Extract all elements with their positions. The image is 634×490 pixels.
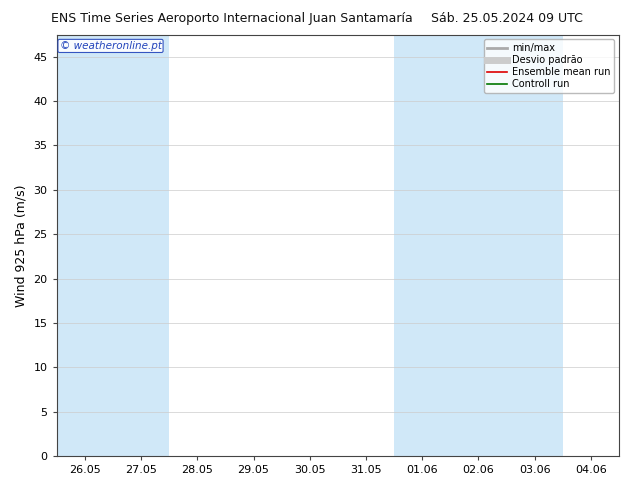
Bar xyxy=(394,35,450,456)
Text: © weatheronline.pt: © weatheronline.pt xyxy=(60,41,162,51)
Bar xyxy=(113,35,169,456)
Text: ENS Time Series Aeroporto Internacional Juan Santamaría: ENS Time Series Aeroporto Internacional … xyxy=(51,12,413,25)
Text: Sáb. 25.05.2024 09 UTC: Sáb. 25.05.2024 09 UTC xyxy=(431,12,583,25)
Bar xyxy=(507,35,563,456)
Bar xyxy=(56,35,113,456)
Y-axis label: Wind 925 hPa (m/s): Wind 925 hPa (m/s) xyxy=(15,184,28,307)
Legend: min/max, Desvio padrão, Ensemble mean run, Controll run: min/max, Desvio padrão, Ensemble mean ru… xyxy=(484,40,614,93)
Bar xyxy=(450,35,507,456)
